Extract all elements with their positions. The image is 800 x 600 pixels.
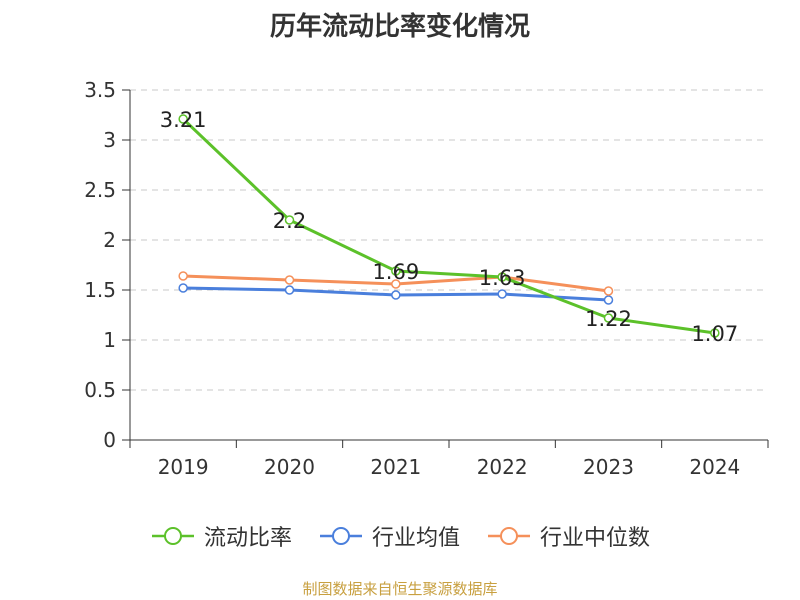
data-point (284, 285, 295, 295)
y-tick-label: 0.5 (84, 378, 116, 402)
data-point (391, 279, 401, 289)
data-point (603, 286, 614, 296)
data-point (497, 289, 507, 299)
data-point (284, 275, 295, 285)
data-point (178, 283, 188, 293)
data-label: 1.63 (479, 266, 526, 290)
y-tick-label: 0 (103, 428, 116, 452)
legend-item-industry-mean[interactable]: 行业均值 (318, 520, 460, 552)
chart-title: 历年流动比率变化情况 (269, 12, 530, 42)
data-point (178, 114, 188, 124)
data-point (391, 290, 401, 300)
data-point (603, 313, 614, 323)
data-point (710, 328, 720, 338)
x-tick-label: 2024 (689, 455, 740, 479)
source-note: 制图数据来自恒生聚源数据库 (302, 580, 498, 598)
data-point (178, 271, 188, 281)
legend-label: 行业中位数 (540, 526, 651, 551)
legend-line-marker (319, 527, 362, 545)
x-tick-label: 2023 (583, 455, 634, 479)
data-point (603, 295, 614, 305)
legend-item-industry-median[interactable]: 行业中位数 (486, 520, 650, 552)
x-tick-label: 2022 (477, 455, 528, 479)
legend-line-marker (151, 527, 194, 545)
data-label: 1.69 (372, 260, 419, 284)
data-label: 1.22 (585, 307, 632, 331)
y-tick-label: 2.5 (84, 178, 116, 202)
x-tick-label: 2020 (264, 455, 315, 479)
data-label: 1.07 (691, 322, 738, 346)
legend-label: 流动比率 (203, 526, 292, 551)
data-point (391, 266, 401, 276)
y-tick-label: 1.5 (84, 278, 116, 302)
y-tick-label: 3 (103, 128, 116, 152)
legend-label: 行业均值 (371, 526, 460, 551)
y-tick-label: 1 (103, 328, 116, 352)
series-line (182, 117, 716, 335)
legend-item-current-ratio[interactable]: 流动比率 (150, 520, 292, 552)
data-point (497, 272, 507, 282)
y-tick-label: 3.5 (84, 78, 116, 102)
legend: 流动比率 行业均值 行业中位数 (0, 520, 800, 552)
x-tick-label: 2019 (158, 455, 209, 479)
legend-line-marker (488, 527, 530, 545)
data-label: 3.21 (160, 108, 207, 132)
data-point (284, 215, 295, 225)
x-tick-label: 2021 (370, 455, 421, 479)
y-tick-label: 2 (103, 228, 116, 252)
data-label: 2.2 (273, 209, 306, 233)
